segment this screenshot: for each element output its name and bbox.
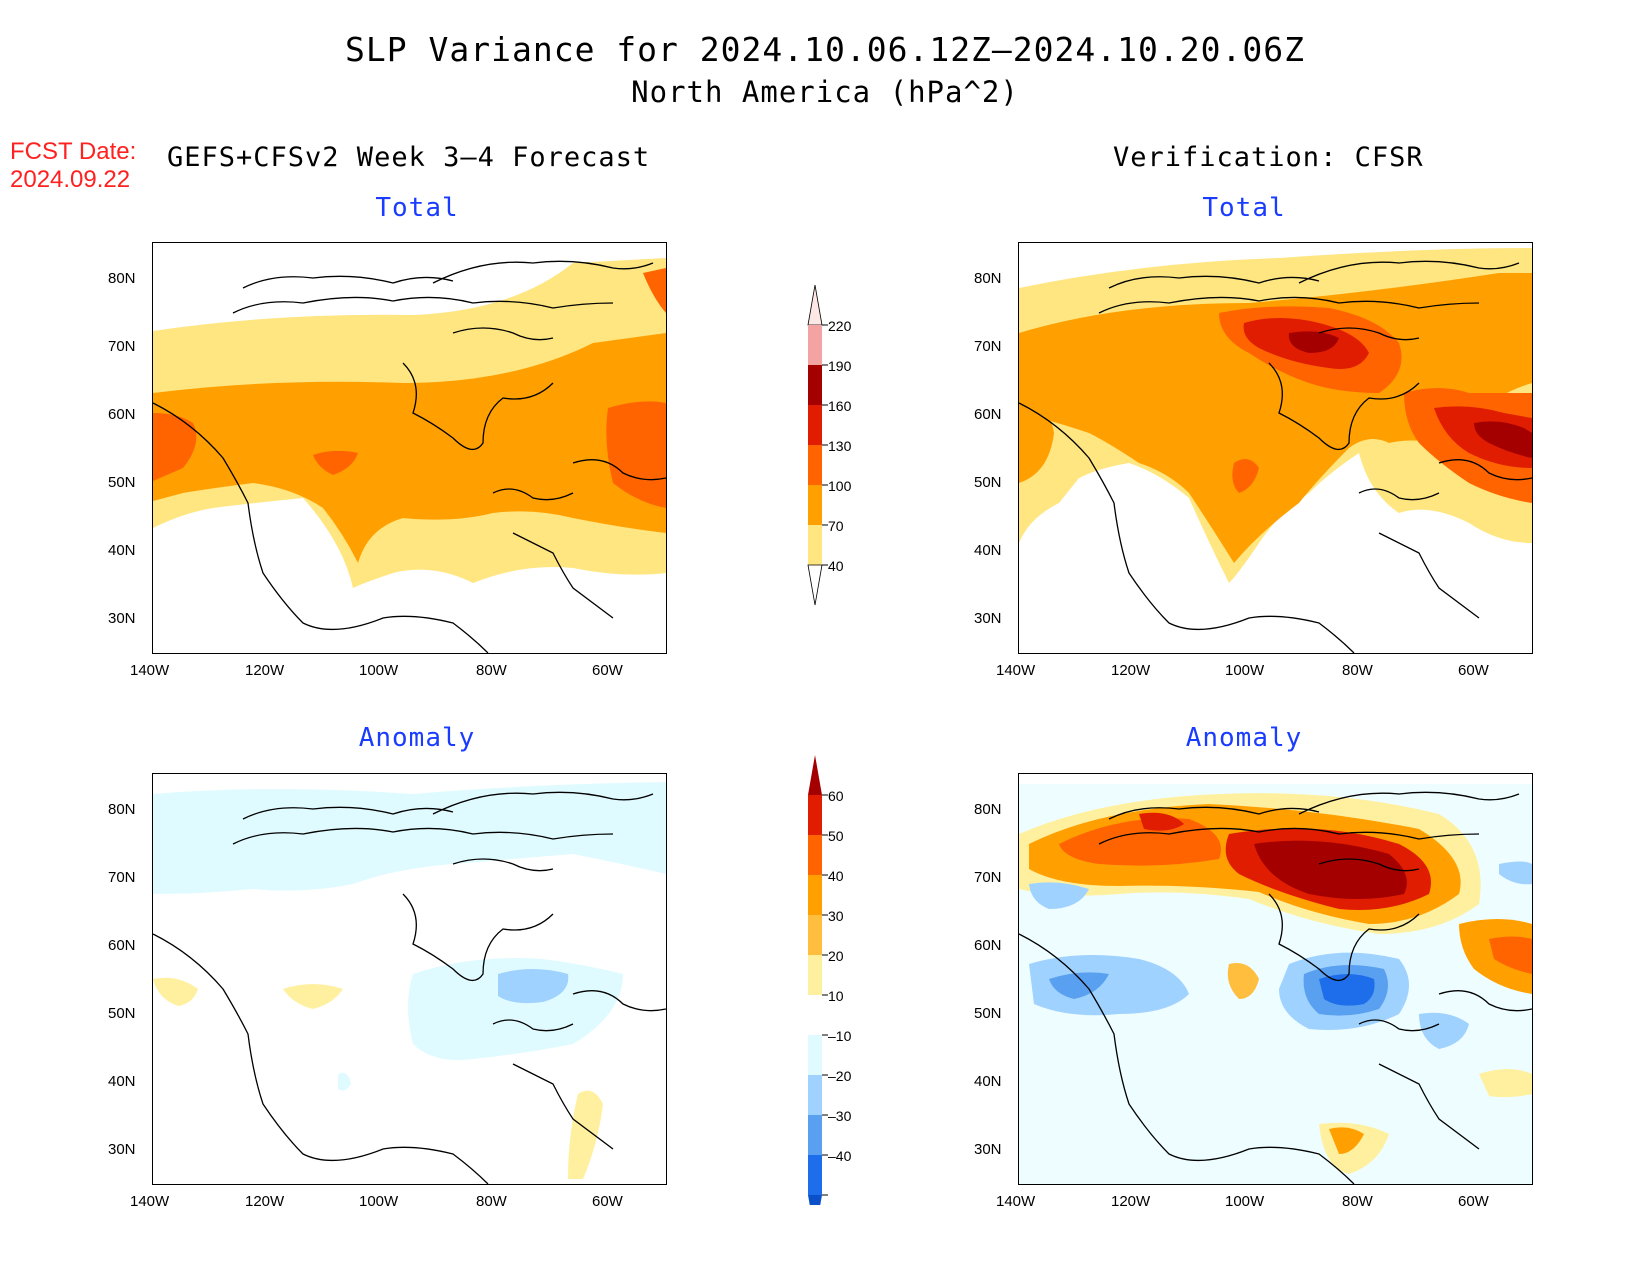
colorbar-anomaly-swatch [808,1035,822,1075]
colorbar-total-swatch [808,405,822,445]
lat-label: 70N [108,338,136,355]
lat-label: 60N [108,406,136,423]
lat-label: 30N [108,1141,136,1158]
colorbar-total [800,284,880,615]
fcst-date-value: 2024.09.22 [10,166,131,193]
lon-label: 80W [1342,662,1373,679]
map-forecast-anomaly [152,773,667,1185]
lon-label: 80W [476,662,507,679]
map-verification-anomaly [1018,773,1533,1185]
colorbar-total-extend-top [807,284,823,326]
colorbar-anomaly-swatch [808,995,822,1035]
lon-label: 80W [1342,1193,1373,1210]
colorbar-total-label: 70 [828,518,844,534]
colorbar-anomaly-swatch [808,1115,822,1155]
panel-title-forecast-total: Total [375,193,459,223]
panel-title-verification-total: Total [1202,193,1286,223]
lon-label: 100W [359,662,399,679]
lon-label: 80W [476,1193,507,1210]
colorbar-anomaly-swatch [808,1155,822,1195]
colorbar-anomaly [800,755,880,1235]
lat-label: 60N [974,937,1002,954]
lat-label: 30N [974,1141,1002,1158]
lon-label: 100W [359,1193,399,1210]
lat-label: 70N [974,869,1002,886]
colorbar-anomaly-label: –30 [828,1108,852,1124]
lat-label: 40N [108,542,136,559]
lat-label: 60N [108,937,136,954]
lat-label: 70N [108,869,136,886]
colorbar-total-extend-bottom [807,564,823,606]
colorbar-anomaly-swatch [808,875,822,915]
lat-label: 80N [108,801,136,818]
colorbar-anomaly-label: –10 [828,1028,852,1044]
colorbar-total-label: 100 [828,478,852,494]
map-forecast-total [152,242,667,654]
lon-label: 60W [1458,1193,1489,1210]
lon-label: 140W [130,1193,170,1210]
lon-label: 140W [996,1193,1036,1210]
colorbar-total-swatch [808,325,822,365]
colorbar-total-swatch [808,485,822,525]
colorbar-anomaly-extend-top [808,755,822,795]
colorbar-anomaly-swatch [808,1075,822,1115]
map-verification-total [1018,242,1533,654]
lon-label: 120W [1111,662,1151,679]
colorbar-anomaly-label: –40 [828,1148,852,1164]
colorbar-total-label: 40 [828,558,844,574]
lon-label: 140W [130,662,170,679]
lon-label: 120W [1111,1193,1151,1210]
colorbar-total-label: 160 [828,398,852,414]
lon-label: 120W [245,662,285,679]
panel-title-verification-anomaly: Anomaly [1185,723,1303,753]
lat-label: 80N [974,801,1002,818]
colorbar-anomaly-label: –20 [828,1068,852,1084]
colorbar-anomaly-label: 60 [828,788,844,804]
colorbar-anomaly-label: 40 [828,868,844,884]
fcst-date: FCST Date: 2024.09.22 [10,138,136,194]
chart-title: SLP Variance for 2024.10.06.12Z–2024.10.… [345,30,1305,69]
colorbar-total-label: 190 [828,358,852,374]
colorbar-anomaly-extend-bottom [808,1195,822,1235]
lon-label: 140W [996,662,1036,679]
lat-label: 80N [974,270,1002,287]
colorbar-anomaly-swatch [808,915,822,955]
lat-label: 50N [974,474,1002,491]
lat-label: 40N [974,542,1002,559]
lat-label: 50N [974,1005,1002,1022]
lat-label: 30N [974,610,1002,627]
colorbar-total-swatch [808,445,822,485]
colorbar-anomaly-label: 20 [828,948,844,964]
lon-label: 120W [245,1193,285,1210]
colorbar-anomaly-swatch [808,955,822,995]
lat-label: 40N [974,1073,1002,1090]
forecast-header: GEFS+CFSv2 Week 3–4 Forecast [167,142,651,173]
verification-header: Verification: CFSR [1113,142,1424,173]
colorbar-anomaly-label: 50 [828,828,844,844]
lon-label: 60W [1458,662,1489,679]
lat-label: 70N [974,338,1002,355]
lon-label: 100W [1225,1193,1265,1210]
lat-label: 80N [108,270,136,287]
colorbar-total-label: 130 [828,438,852,454]
lon-label: 100W [1225,662,1265,679]
colorbar-anomaly-label: 10 [828,988,844,1004]
lat-label: 60N [974,406,1002,423]
fcst-date-label: FCST Date: [10,138,137,165]
lon-label: 60W [592,662,623,679]
lon-label: 60W [592,1193,623,1210]
lat-label: 50N [108,474,136,491]
chart-subtitle: North America (hPa^2) [631,75,1019,109]
colorbar-anomaly-label: 30 [828,908,844,924]
lat-label: 50N [108,1005,136,1022]
lat-label: 30N [108,610,136,627]
colorbar-total-label: 220 [828,318,852,334]
colorbar-total-swatch [808,365,822,405]
colorbar-total-swatch [808,525,822,565]
colorbar-anomaly-swatch [808,795,822,835]
colorbar-anomaly-swatch [808,835,822,875]
lat-label: 40N [108,1073,136,1090]
panel-title-forecast-anomaly: Anomaly [358,723,476,753]
